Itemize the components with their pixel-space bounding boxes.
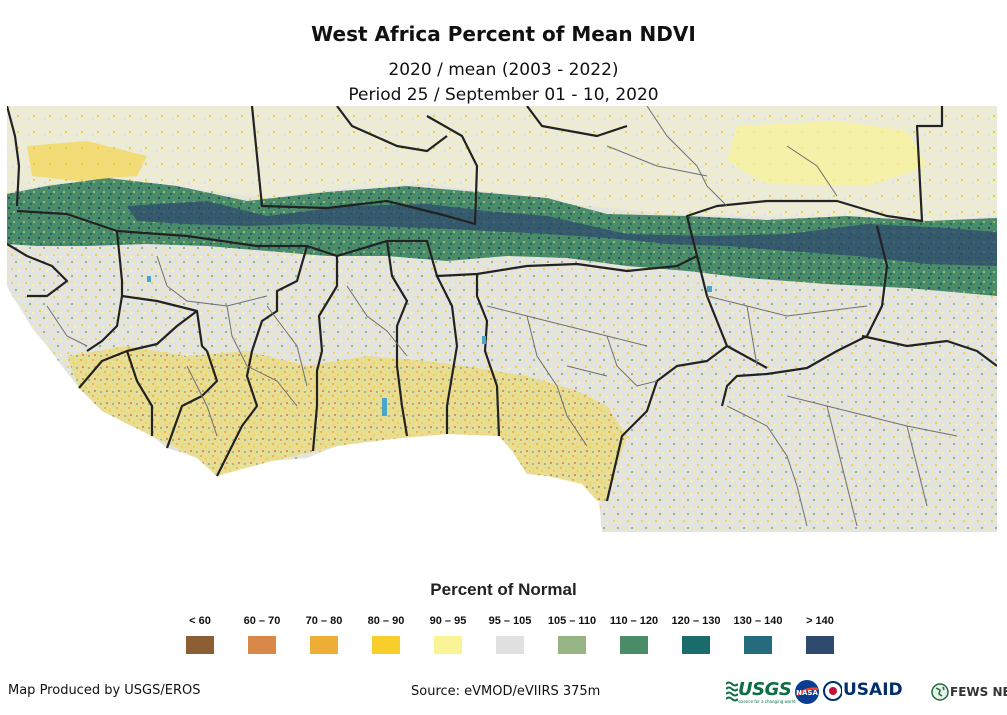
legend: < 60 60 – 70 70 – 80 80 – 90 90 – 95 95 … — [170, 614, 850, 664]
globe-icon — [931, 683, 949, 701]
fews-net-wordmark: FEWS NET — [950, 685, 1007, 699]
legend-swatch — [744, 636, 772, 654]
legend-item-label: 70 – 80 — [305, 615, 343, 627]
legend-item: > 140 — [790, 614, 850, 654]
credit-text: Map Produced by USGS/EROS — [8, 683, 201, 698]
map-subtitle-period: Period 25 / September 01 - 10, 2020 — [348, 85, 659, 105]
legend-item: 105 – 110 — [542, 614, 602, 654]
coastal-dry-zone — [67, 346, 627, 501]
legend-item-label: 95 – 105 — [488, 615, 532, 627]
map-subtitle-years: 2020 / mean (2003 - 2022) — [388, 60, 619, 80]
legend-item: 110 – 120 — [604, 614, 664, 654]
usaid-wordmark: USAID — [843, 680, 903, 700]
sahel-high-ndvi — [127, 201, 997, 266]
legend-item: 80 – 90 — [356, 614, 416, 654]
legend-swatch — [496, 636, 524, 654]
legend-swatch — [620, 636, 648, 654]
legend-swatch — [682, 636, 710, 654]
country-borders — [5, 105, 998, 502]
legend-item: 120 – 130 — [666, 614, 726, 654]
legend-item-label: 105 – 110 — [547, 615, 597, 627]
legend-item: 90 – 95 — [418, 614, 478, 654]
legend-swatch — [248, 636, 276, 654]
legend-item-label: 60 – 70 — [243, 615, 281, 627]
legend-swatch — [806, 636, 834, 654]
legend-item-label: 90 – 95 — [429, 615, 467, 627]
ndvi-map — [5, 105, 998, 532]
legend-swatch — [434, 636, 462, 654]
legend-swatch — [310, 636, 338, 654]
admin-borders — [46, 105, 958, 527]
legend-item-label: < 60 — [189, 615, 211, 627]
usaid-logo: USAID — [823, 677, 931, 707]
fews-net-logo: FEWS NET — [931, 677, 1007, 707]
legend-item: 60 – 70 — [232, 614, 292, 654]
northwest-dry-patch — [27, 141, 147, 181]
nasa-logo: NASA — [794, 677, 820, 707]
legend-item: < 60 — [170, 614, 230, 654]
legend-item: 70 – 80 — [294, 614, 354, 654]
usaid-seal-icon — [823, 681, 842, 701]
nasa-wordmark: NASA — [796, 689, 818, 697]
water-bodies — [147, 276, 712, 416]
legend-swatch — [186, 636, 214, 654]
legend-title: Percent of Normal — [430, 580, 577, 599]
sahel-green-band — [7, 178, 997, 296]
map-title: West Africa Percent of Mean NDVI — [311, 22, 696, 46]
legend-item-label: 80 – 90 — [367, 615, 405, 627]
legend-item-label: 110 – 120 — [609, 615, 659, 627]
legend-item: 95 – 105 — [480, 614, 540, 654]
usgs-wordmark: USGS — [738, 679, 792, 700]
legend-item-label: > 140 — [806, 615, 834, 627]
northeast-dry-patch — [727, 121, 927, 186]
source-text: Source: eVMOD/eVIIRS 375m — [411, 684, 601, 699]
legend-item-label: 130 – 140 — [733, 615, 783, 627]
legend-item-label: 120 – 130 — [671, 615, 721, 627]
usgs-logo: USGS science for a changing world — [726, 677, 796, 707]
legend-swatch — [372, 636, 400, 654]
usgs-tagline: science for a changing world — [738, 699, 796, 704]
partner-logos: USGS science for a changing world NASA U… — [726, 677, 1007, 707]
nasa-meatball-icon: NASA — [795, 680, 819, 704]
legend-swatch — [558, 636, 586, 654]
usgs-wave-icon — [726, 681, 738, 702]
legend-item: 130 – 140 — [728, 614, 788, 654]
